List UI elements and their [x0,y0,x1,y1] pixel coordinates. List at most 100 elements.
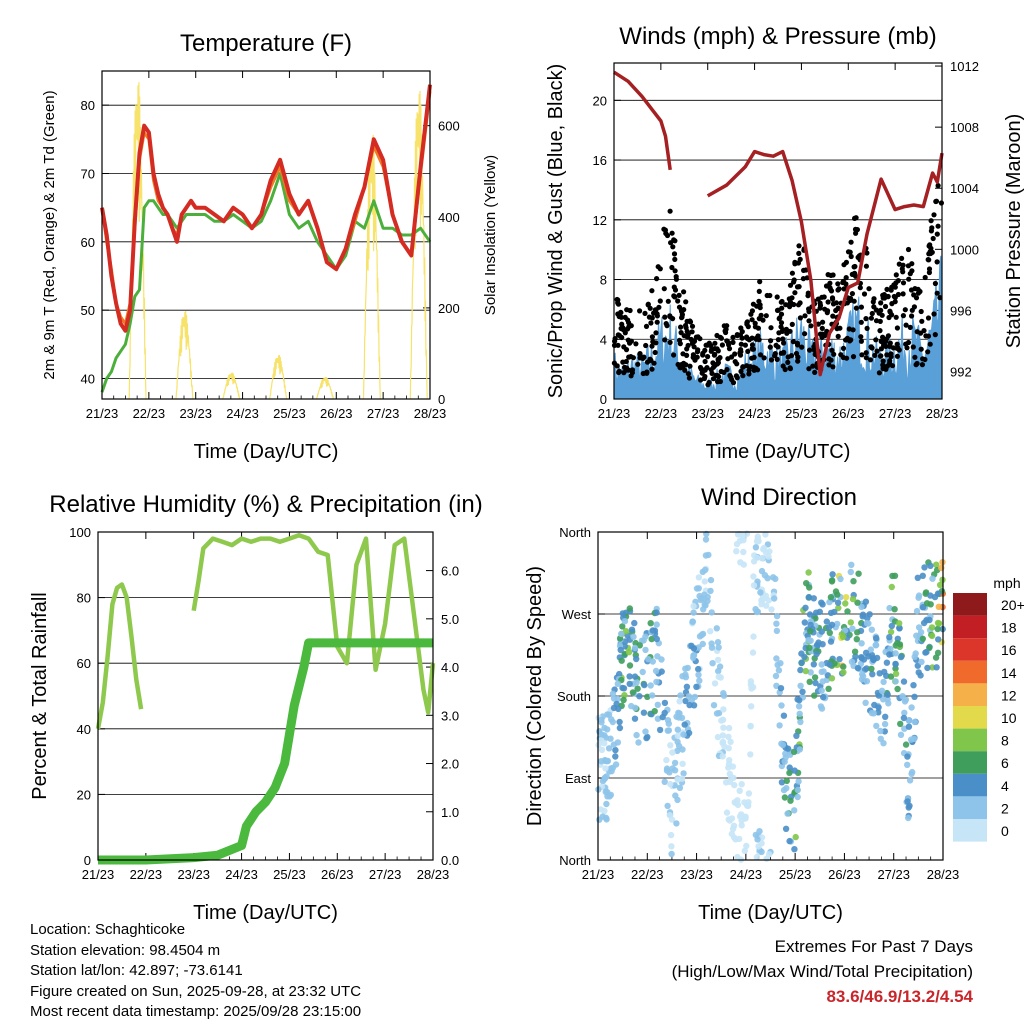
p2-gust-point [887,358,893,364]
p2-gust-point [925,333,932,339]
p2-gust-point [775,337,782,343]
p2-frame [613,62,943,400]
p2-gust-point [649,334,656,340]
p4-direction-point [648,635,655,643]
p2-gust-point [687,319,694,325]
p4-direction-point [862,649,870,656]
p4-direction-point [675,709,682,716]
p3-xtick-label: 28/23 [417,867,450,882]
p4-direction-point [863,678,871,685]
recent-timestamp: Most recent data timestamp: 2025/09/28 2… [30,1003,362,1020]
p4-direction-point [665,720,672,727]
p2-gust-point [868,344,874,350]
p2-gust-point [914,360,920,367]
p4-direction-point [605,745,613,752]
p4-direction-point [786,837,793,845]
p2-xtick-label: 22/23 [645,406,678,421]
p4-direction-point [682,674,690,681]
p2-gust-point [889,363,896,369]
p4-direction-point [801,653,808,661]
p4-direction-point [630,633,637,640]
p3-y2tick-label: 0.0 [441,853,459,868]
p4-direction-point [669,749,676,756]
p2-gust-point [915,286,921,292]
p2-gust-point [637,308,643,314]
p2-gust-point [844,355,850,361]
p4-direction-point [714,656,722,664]
p2-gust-point [681,289,687,295]
p4-direction-point [875,692,882,699]
p4-direction-point [693,585,701,592]
station-latlon: Station lat/lon: 42.897; -73.6141 [30,962,243,979]
p4-direction-point [616,670,623,678]
p4-direction-point [892,660,899,668]
p2-pressure-line [613,70,672,171]
p2-gust-point [789,321,795,327]
p2-gust-point [618,314,625,320]
p4-direction-point [766,548,773,555]
p4-direction-point [887,628,895,636]
p2-gust-point [656,304,662,310]
p4-direction-point [878,687,886,694]
p2-gust-point [629,370,636,376]
p2-gust-point [882,303,889,310]
p4-direction-point [734,797,741,804]
p4-direction-point [779,741,787,749]
p2-gust-point [749,317,755,323]
p4-direction-point [601,774,609,781]
p4-direction-point [719,753,726,760]
p4-direction-point [806,611,814,618]
p2-gust-point [774,294,780,300]
p3-ytick-label: 40 [77,722,91,737]
p4-direction-point [753,608,761,616]
p2-gust-point [918,308,924,315]
p2-gust-point [663,230,669,236]
p4-direction-point [726,817,733,824]
p4-direction-point [912,650,919,657]
p2-xtick-label: 23/23 [691,406,724,421]
p4-direction-point [826,598,833,606]
p4-direction-point [828,675,836,682]
p4-direction-point [614,680,621,687]
p4-direction-point [632,639,639,647]
p2-gust-point [841,262,847,268]
p4-direction-point [598,758,605,765]
p1-y2tick-label: 600 [438,119,460,134]
p2-gust-point [806,309,812,315]
p2-gust-point [683,325,689,331]
p2-gust-point [685,342,691,349]
p2-gust-point [806,366,812,372]
p2-gust-point [889,301,895,307]
colorbar-label: 12 [1001,687,1017,703]
p2-gust-point [787,365,793,371]
p2-gust-point [768,357,775,363]
p4-direction-point [842,594,850,601]
p4-direction-point [847,568,854,576]
p4-direction-point [640,637,647,644]
p4-direction-point [858,603,865,611]
p4-direction-point [897,653,905,661]
p2-gust-point [686,375,693,381]
p4-direction-point [778,702,785,709]
p4-ytick-label: North [559,525,591,540]
p4-direction-point [618,630,625,637]
colorbar-unit: mph [993,575,1020,591]
p2-gust-point [863,355,869,361]
p1-xtick-label: 25/23 [273,406,306,421]
p2-gust-point [681,333,687,339]
p4-direction-point [909,768,916,776]
p4-direction-point [615,705,622,713]
p4-direction-point [764,575,771,582]
p1-frame [101,70,431,400]
p4-direction-point [813,650,820,658]
p2-gust-point [829,347,835,353]
p4-direction-point [720,692,728,699]
p4-direction-point [884,691,891,698]
p1-ytick-label: 60 [81,235,95,250]
p4-direction-point [934,625,941,633]
p2-gust-point [849,291,856,297]
p2-gust-point [755,333,761,339]
p4-direction-point [877,735,884,742]
p3-xtick-label: 22/23 [130,867,163,882]
p1-xtick-label: 24/23 [226,406,259,421]
